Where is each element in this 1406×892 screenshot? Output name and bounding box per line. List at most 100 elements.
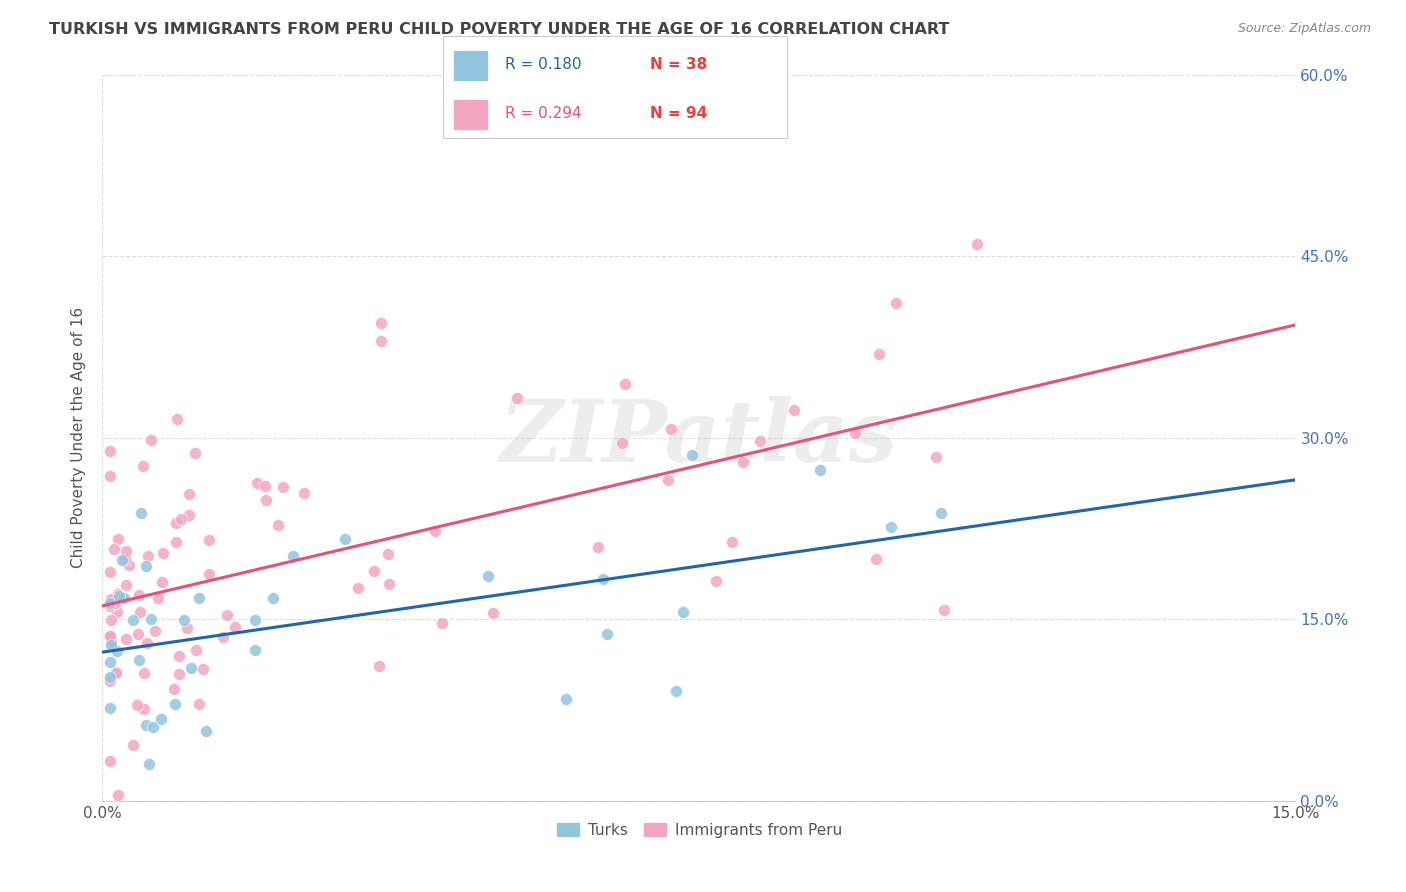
Text: N = 38: N = 38 (650, 57, 707, 72)
Point (132, 458, 155, 473)
Point (880, 520, 903, 534)
Point (586, 540, 609, 554)
Point (115, 544, 138, 558)
Point (215, 607, 238, 622)
Y-axis label: Child Poverty Under the Age of 16: Child Poverty Under the Age of 16 (72, 307, 86, 568)
Point (281, 549, 304, 564)
Point (267, 517, 290, 532)
Point (194, 724, 217, 739)
Point (721, 535, 744, 549)
Point (128, 588, 150, 602)
Text: N = 94: N = 94 (650, 106, 707, 121)
Point (592, 572, 614, 586)
Point (596, 627, 619, 641)
Point (128, 605, 150, 619)
Point (98, 444, 121, 458)
Bar (453, 50, 488, 81)
Point (112, 591, 135, 605)
Point (104, 665, 127, 680)
Point (103, 597, 125, 611)
Point (100, 634, 122, 648)
Point (430, 616, 453, 631)
Point (198, 567, 221, 582)
Point (114, 551, 136, 566)
Point (141, 612, 163, 626)
Point (98, 565, 121, 579)
Point (370, 334, 392, 348)
Point (186, 642, 208, 657)
Point (98, 599, 121, 613)
Point (115, 578, 138, 592)
Point (121, 613, 143, 627)
Point (138, 549, 160, 564)
Point (152, 546, 174, 560)
Point (184, 446, 207, 460)
Point (292, 485, 315, 500)
Point (100, 613, 122, 627)
Point (191, 662, 214, 676)
Point (128, 652, 150, 666)
Bar (453, 99, 488, 130)
Point (966, 237, 988, 252)
Point (115, 632, 138, 647)
Point (681, 448, 703, 462)
Point (733, 455, 755, 469)
Point (367, 659, 389, 673)
Legend: Turks, Immigrants from Peru: Turks, Immigrants from Peru (550, 816, 848, 844)
Point (347, 581, 370, 595)
Point (482, 606, 505, 620)
Point (135, 558, 157, 573)
Point (98, 670, 121, 684)
Point (370, 316, 392, 330)
Point (665, 683, 688, 698)
Point (98, 755, 121, 769)
Point (104, 596, 127, 610)
Point (377, 547, 399, 561)
Point (932, 603, 955, 617)
Point (163, 681, 186, 696)
Point (122, 739, 145, 753)
Point (103, 541, 125, 556)
Point (98, 701, 121, 715)
Point (363, 564, 385, 578)
Point (808, 463, 831, 477)
Point (865, 552, 887, 566)
Point (98, 628, 121, 642)
Point (377, 577, 399, 591)
Point (98, 629, 121, 643)
Point (844, 425, 866, 440)
Point (211, 630, 233, 644)
Point (165, 535, 187, 549)
Point (107, 788, 129, 802)
Point (176, 621, 198, 635)
Point (108, 589, 131, 603)
Point (179, 486, 201, 500)
Point (704, 574, 727, 589)
Point (243, 643, 266, 657)
Point (98, 469, 121, 483)
Point (614, 377, 637, 392)
Point (173, 613, 195, 627)
Point (100, 638, 122, 652)
Text: R = 0.180: R = 0.180 (505, 57, 582, 72)
Point (868, 347, 890, 361)
Point (187, 591, 209, 606)
Point (929, 506, 952, 520)
Point (98, 674, 121, 689)
Point (129, 506, 152, 520)
Point (166, 412, 188, 426)
Point (127, 627, 149, 641)
Point (107, 532, 129, 546)
Point (98, 656, 121, 670)
Point (245, 475, 267, 490)
Point (117, 558, 139, 572)
Point (659, 422, 682, 436)
Point (554, 692, 576, 706)
Point (179, 508, 201, 522)
Point (197, 533, 219, 547)
Point (163, 698, 186, 712)
Point (105, 666, 128, 681)
Point (672, 606, 695, 620)
Point (141, 434, 163, 448)
Point (783, 403, 806, 417)
